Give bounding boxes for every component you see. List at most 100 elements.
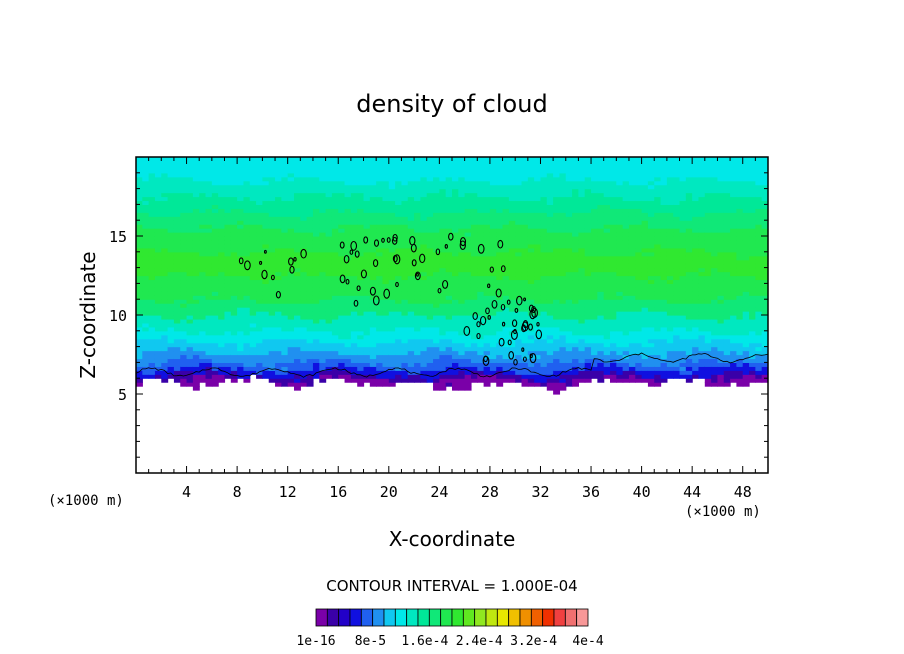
field-cell (666, 164, 674, 170)
field-cell (489, 275, 497, 281)
field-cell (306, 208, 314, 213)
field-cell (199, 164, 207, 170)
field-cell (249, 267, 257, 273)
field-cell (376, 279, 384, 284)
field-cell (256, 295, 263, 300)
field-cell (243, 247, 251, 253)
field-cell (268, 208, 276, 213)
field-cell (414, 354, 421, 360)
field-cell (300, 382, 308, 387)
field-cell (603, 200, 611, 205)
field-cell (597, 204, 605, 209)
field-cell (414, 184, 421, 190)
field-cell (249, 315, 257, 320)
field-cell (382, 243, 390, 249)
field-cell (268, 315, 276, 320)
field-cell (256, 224, 263, 229)
field-cell (628, 374, 636, 379)
field-cell (591, 326, 598, 332)
field-cell (306, 255, 314, 261)
field-cell (565, 334, 573, 340)
field-cell (306, 295, 314, 300)
field-cell (199, 370, 207, 375)
field-cell (300, 350, 308, 356)
field-cell (660, 196, 668, 202)
field-cell (180, 232, 188, 237)
field-cell (268, 267, 276, 273)
field-cell (306, 307, 314, 312)
field-cell (666, 236, 674, 241)
field-cell (559, 382, 567, 387)
field-cell (167, 180, 175, 186)
field-cell (243, 354, 251, 360)
field-cell (597, 200, 605, 205)
field-cell (338, 315, 346, 320)
field-cell (470, 204, 478, 209)
field-cell (256, 192, 263, 198)
field-cell (230, 180, 238, 186)
field-cell (578, 295, 586, 300)
field-cell (508, 295, 516, 300)
field-cell (205, 255, 213, 261)
field-cell (641, 204, 649, 209)
field-cell (572, 322, 579, 328)
field-cell (660, 350, 668, 356)
field-cell (319, 180, 327, 186)
field-cell (350, 200, 358, 205)
field-cell (306, 326, 314, 332)
field-cell (559, 315, 567, 320)
field-cell (256, 279, 263, 284)
field-cell (559, 346, 567, 352)
field-cell (363, 283, 371, 288)
field-cell (496, 224, 504, 229)
field-cell (294, 338, 301, 344)
field-cell (489, 354, 497, 360)
field-cell (401, 243, 409, 249)
field-cell (572, 354, 579, 360)
field-cell (534, 247, 542, 253)
field-cell (262, 157, 270, 162)
field-cell (300, 378, 308, 383)
field-cell (654, 330, 662, 336)
field-cell (249, 259, 257, 265)
field-cell (376, 338, 384, 344)
field-cell (635, 330, 643, 336)
field-cell (407, 311, 415, 316)
field-cell (559, 326, 567, 332)
field-cell (420, 279, 428, 284)
field-cell (357, 180, 365, 186)
field-cell (527, 382, 535, 387)
field-cell (628, 338, 636, 344)
field-cell (489, 287, 497, 292)
field-cell (319, 303, 327, 308)
field-cell (211, 200, 219, 205)
field-cell (319, 342, 327, 348)
field-cell (521, 184, 529, 190)
field-cell (262, 366, 270, 371)
field-cell (287, 287, 295, 292)
field-cell (243, 208, 251, 213)
field-cell (433, 378, 440, 383)
field-cell (477, 295, 485, 300)
field-cell (243, 243, 251, 249)
field-cell (502, 342, 510, 348)
field-cell (319, 366, 327, 371)
field-cell (603, 322, 611, 328)
field-cell (559, 228, 567, 233)
field-cell (445, 271, 453, 277)
field-cell (584, 374, 592, 379)
field-cell (142, 200, 150, 205)
field-cell (616, 283, 624, 288)
field-cell (161, 374, 169, 379)
field-cell (647, 342, 655, 348)
field-cell (496, 204, 504, 209)
field-cell (376, 350, 384, 356)
field-cell (180, 200, 188, 205)
field-cell (515, 267, 523, 273)
field-cell (679, 232, 687, 237)
field-cell (281, 236, 289, 241)
field-cell (350, 164, 358, 170)
field-cell (344, 378, 352, 383)
field-cell (186, 354, 194, 360)
field-cell (154, 212, 162, 217)
